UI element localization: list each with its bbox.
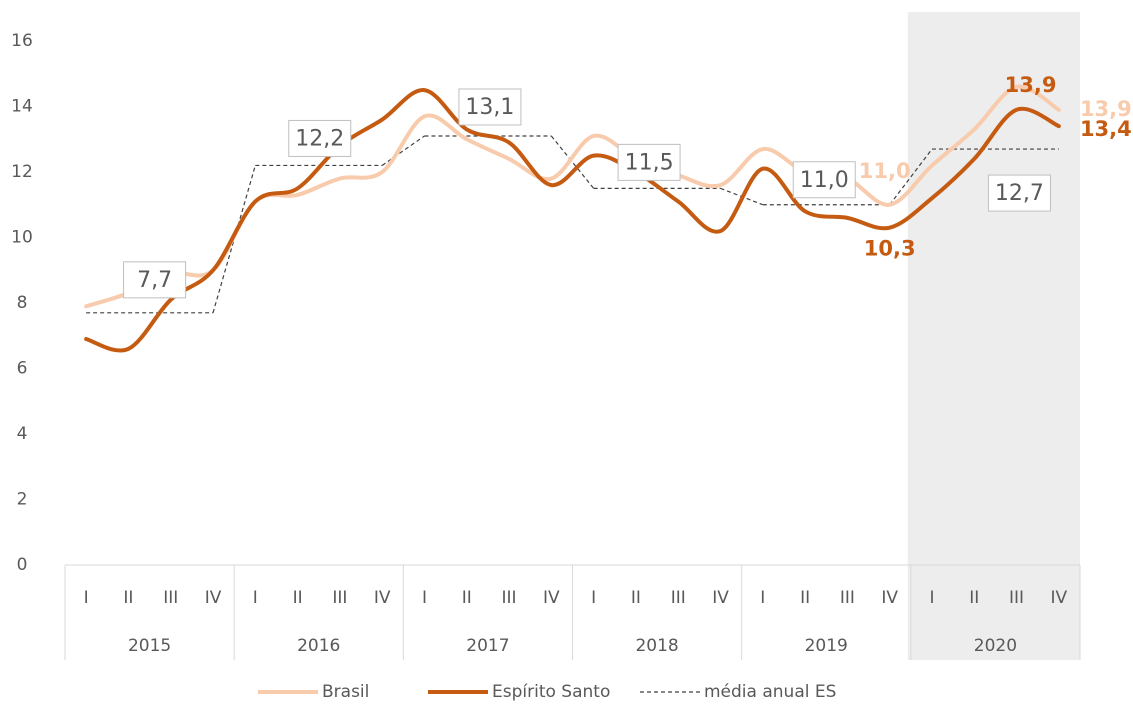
data-label: 13,4: [1080, 117, 1132, 141]
year-label: 2020: [974, 636, 1017, 656]
x-tick-label: II: [800, 588, 810, 608]
y-tick-label: 2: [17, 490, 28, 510]
year-label: 2019: [805, 636, 848, 656]
data-label: 13,9: [1080, 97, 1132, 121]
mean-label: 11,0: [800, 168, 849, 193]
legend-label: Brasil: [322, 682, 369, 702]
mean-label-box: [123, 261, 187, 299]
x-tick-label: II: [969, 588, 979, 608]
x-tick-label: I: [84, 588, 89, 608]
x-tick-label: I: [760, 588, 765, 608]
mean-connector: [212, 165, 256, 313]
legend-label: média anual ES: [704, 682, 836, 702]
x-tick-label: IV: [374, 588, 391, 608]
y-tick-label: 4: [17, 424, 28, 444]
x-tick-label: III: [840, 588, 855, 608]
data-label: 10,3: [864, 237, 916, 261]
x-tick-label: II: [293, 588, 303, 608]
y-tick-label: 6: [17, 359, 28, 379]
y-tick-label: 0: [17, 555, 28, 575]
mean-label: 12,2: [295, 126, 344, 151]
y-tick-label: 12: [11, 162, 33, 182]
year-label: 2018: [635, 636, 678, 656]
mean-label-box: [458, 88, 522, 126]
x-tick-label: III: [502, 588, 517, 608]
year-label: 2017: [466, 636, 509, 656]
data-label: 13,9: [1005, 73, 1057, 97]
x-tick-label: IV: [881, 588, 898, 608]
year-label: 2015: [128, 636, 171, 656]
mean-label-box: [617, 143, 681, 181]
y-tick-label: 14: [11, 97, 33, 117]
y-tick-label: 8: [17, 293, 28, 313]
mean-label: 13,1: [465, 95, 514, 120]
data-label: 11,0: [859, 159, 911, 183]
x-tick-label: III: [671, 588, 686, 608]
mean-label: 12,7: [995, 181, 1044, 206]
y-tick-label: 10: [11, 228, 33, 248]
y-tick-label: 16: [11, 31, 33, 51]
series-line: [84, 88, 1061, 353]
mean-label-box: [987, 174, 1051, 212]
mean-label: 7,7: [137, 268, 172, 293]
year-label: 2016: [297, 636, 340, 656]
mean-label-box: [792, 161, 856, 199]
x-tick-label: II: [123, 588, 133, 608]
x-tick-label: I: [591, 588, 596, 608]
legend-label: Espírito Santo: [492, 682, 610, 702]
mean-label-box: [288, 119, 352, 157]
mean-connector: [550, 135, 595, 189]
x-tick-label: IV: [543, 588, 560, 608]
x-tick-label: IV: [1051, 588, 1068, 608]
x-tick-label: IV: [712, 588, 729, 608]
x-tick-label: III: [163, 588, 178, 608]
x-tick-label: III: [332, 588, 347, 608]
x-tick-label: IV: [205, 588, 222, 608]
x-tick-label: II: [631, 588, 641, 608]
mean-connector: [889, 148, 933, 206]
x-tick-label: I: [422, 588, 427, 608]
mean-connector: [381, 135, 425, 166]
x-tick-label: II: [462, 588, 472, 608]
x-tick-label: III: [1009, 588, 1024, 608]
x-tick-label: I: [253, 588, 258, 608]
mean-label: 11,5: [625, 150, 674, 175]
x-tick-label: I: [929, 588, 934, 608]
